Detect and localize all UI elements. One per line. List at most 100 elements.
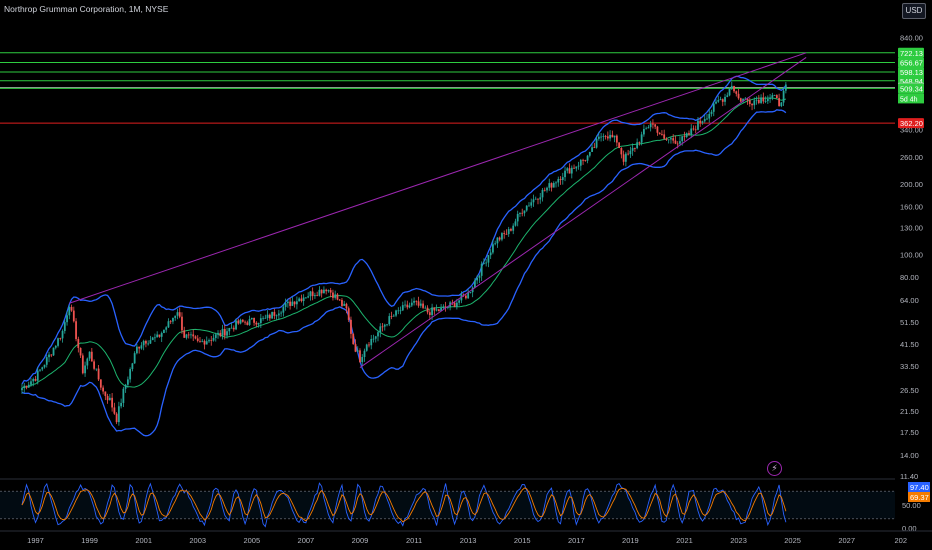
price-level-label: 509.34 (900, 84, 923, 93)
candle-body (410, 302, 413, 306)
candle-body (81, 355, 84, 374)
candle-body (577, 165, 580, 167)
candle-body (618, 142, 621, 149)
time-tick-label: 2025 (784, 536, 801, 545)
candle-body (593, 147, 596, 149)
candle-body (241, 319, 244, 322)
candle-body (541, 189, 544, 198)
candle-body (345, 303, 348, 309)
candle-body (102, 387, 104, 392)
candle-body (501, 233, 503, 240)
candle-body (647, 127, 650, 129)
time-tick-label: 1997 (27, 536, 44, 545)
candle-body (397, 310, 400, 312)
candle-body (656, 126, 659, 133)
candle-body (271, 311, 273, 319)
chart-title: Northrop Grumman Corporation, 1M, NYSE (4, 4, 169, 14)
candle-body (597, 136, 600, 139)
candle-body (230, 327, 233, 329)
candle-body (419, 303, 422, 306)
candle-body (221, 328, 224, 336)
candle-body (68, 306, 71, 316)
candle-body (676, 143, 679, 145)
candle-body (629, 150, 632, 155)
candle-body (154, 337, 156, 339)
candle-body (521, 212, 524, 214)
time-tick-label: 2011 (406, 536, 422, 545)
candle-body (390, 316, 393, 317)
candle-body (90, 351, 93, 362)
candle-body (61, 330, 64, 339)
candle-body (784, 84, 787, 91)
flash-icon[interactable]: ⚡ (767, 461, 782, 476)
time-tick-label: 1999 (81, 536, 98, 545)
candle-body (627, 153, 630, 155)
candle-body (764, 101, 767, 102)
candle-body (534, 198, 537, 200)
candle-body (106, 395, 109, 401)
osc-value-tag (908, 482, 930, 492)
candle-body (169, 321, 172, 323)
candle-body (624, 153, 627, 162)
candle-body (30, 381, 32, 385)
candle-body (284, 303, 287, 307)
candle-body (690, 128, 693, 135)
candle-body (769, 97, 771, 99)
candle-body (401, 305, 404, 311)
candle-body (365, 344, 368, 351)
candle-body (613, 135, 616, 138)
candle-body (474, 280, 476, 288)
candle-body (674, 140, 677, 144)
candle-body (773, 95, 776, 96)
candle-body (41, 367, 44, 370)
price-level-tag (898, 118, 924, 129)
candle-body (755, 99, 758, 101)
candle-body (347, 308, 350, 320)
candle-body (604, 136, 607, 137)
candle-body (95, 368, 98, 370)
candle-body (530, 202, 533, 206)
candle-body (399, 310, 402, 312)
candle-body (771, 95, 774, 98)
candle-body (446, 307, 449, 308)
candle-body (381, 326, 384, 328)
candle-body (250, 317, 253, 320)
price-tick-label: 21.50 (900, 407, 919, 416)
osc-value-label: 69.37 (910, 493, 929, 502)
candle-body (523, 210, 526, 214)
candle-body (708, 113, 711, 119)
candle-body (561, 177, 564, 180)
candle-body (492, 244, 494, 253)
candle-body (404, 304, 406, 306)
candle-body (255, 322, 258, 325)
currency-button[interactable]: USD (902, 3, 926, 19)
candle-body (117, 406, 120, 423)
candle-body (226, 331, 228, 336)
candle-body (406, 304, 409, 308)
time-tick-label: 2021 (676, 536, 693, 545)
candle-body (160, 333, 163, 337)
trendlines (69, 52, 807, 368)
trendline (359, 57, 807, 368)
candle-body (122, 388, 125, 403)
candle-body (537, 198, 539, 200)
candle-body (739, 98, 742, 102)
price-tick-label: 11.40 (900, 472, 918, 481)
candle-body (325, 289, 328, 292)
candle-body (426, 307, 429, 313)
candle-body (302, 297, 305, 302)
candle-body (212, 337, 215, 341)
candle-body (316, 295, 319, 296)
candle-body (688, 133, 690, 135)
candle-body (658, 132, 661, 135)
candle-body (494, 243, 497, 245)
bollinger-upper (21, 75, 787, 385)
candle-body (244, 321, 246, 323)
candle-body (622, 154, 625, 162)
candle-body (374, 336, 377, 339)
candle-body (350, 319, 352, 334)
candle-body (746, 98, 749, 101)
candle-body (336, 294, 339, 300)
candle-body (79, 347, 82, 356)
